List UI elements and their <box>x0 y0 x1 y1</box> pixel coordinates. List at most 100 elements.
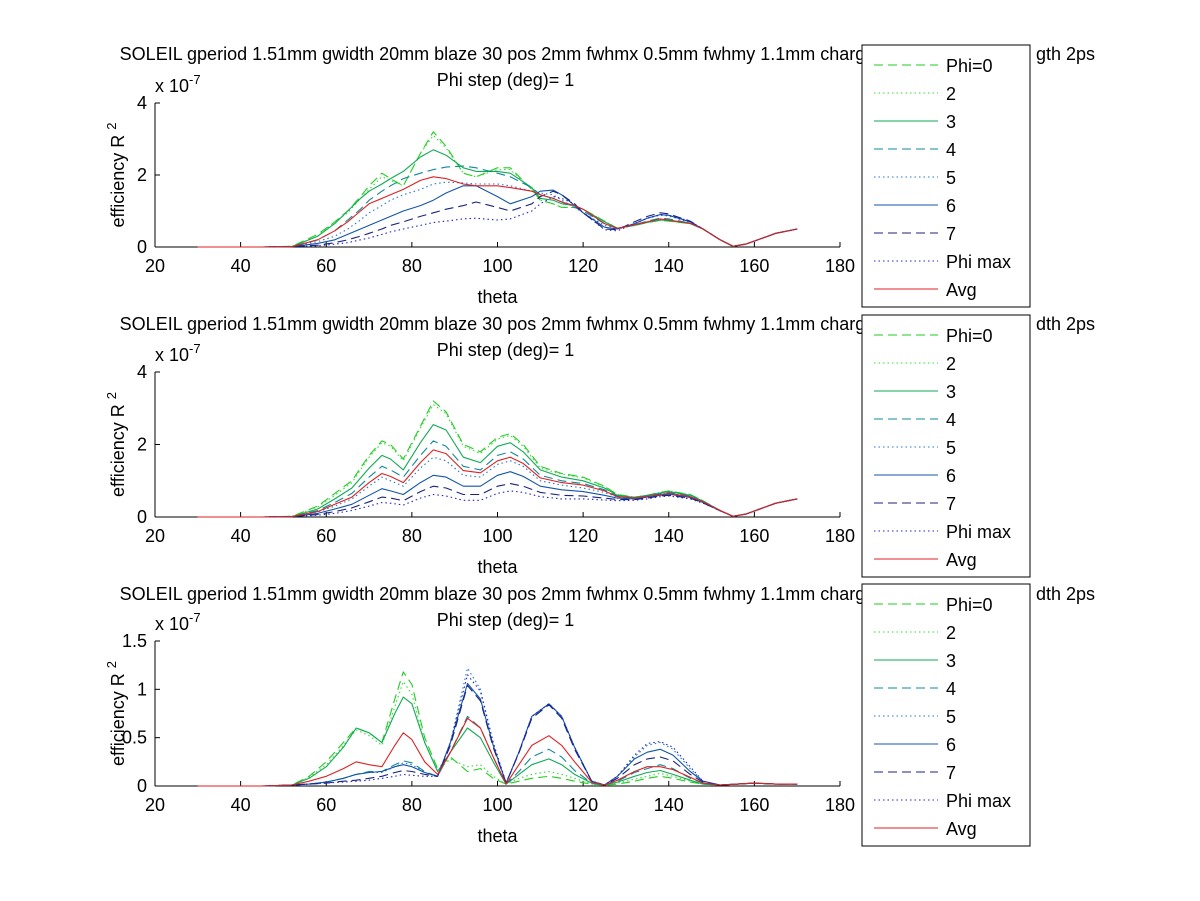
legend-entry-label: Phi=0 <box>946 326 993 346</box>
chart-title: SOLEIL gperiod 1.51mm gwidth 20mm blaze … <box>120 44 876 64</box>
x-axis-label: theta <box>477 557 518 577</box>
chart-subtitle: Phi step (deg)= 1 <box>437 340 575 360</box>
series-line-3 <box>197 696 798 787</box>
legend-entry-label: Avg <box>946 819 977 839</box>
chart-title-tail: gth 2ps <box>1036 44 1095 64</box>
y-axis-label: efficiency R 2 <box>104 661 128 766</box>
y-axis-label: efficiency R 2 <box>104 392 128 497</box>
x-tick-label: 140 <box>654 526 684 546</box>
x-tick-label: 60 <box>316 256 336 276</box>
y-tick-label: 0 <box>137 776 147 796</box>
legend-entry-label: 3 <box>946 651 956 671</box>
x-tick-label: 160 <box>739 256 769 276</box>
legend-entry-label: Phi=0 <box>946 595 993 615</box>
series-line-avg <box>197 717 798 787</box>
legend-box <box>861 314 1031 578</box>
series-line-avg <box>197 176 798 248</box>
legend-entry-label: Phi=0 <box>946 56 993 76</box>
x-tick-label: 180 <box>825 795 855 815</box>
y-tick-label: 2 <box>137 435 147 455</box>
x-tick-label: 140 <box>654 795 684 815</box>
x-tick-label: 160 <box>739 795 769 815</box>
legend-entry-label: 7 <box>946 763 956 783</box>
series-line-avg <box>197 449 798 518</box>
x-tick-label: 60 <box>316 795 336 815</box>
x-tick-label: 180 <box>825 526 855 546</box>
y-axis-label-superscript: 2 <box>104 392 119 399</box>
legend-entry-label: 7 <box>946 494 956 514</box>
x-tick-label: 100 <box>482 795 512 815</box>
x-tick-label: 40 <box>231 526 251 546</box>
x-tick-label: 180 <box>825 256 855 276</box>
legend-entry-label: Avg <box>946 280 977 300</box>
legend-entry-label: 5 <box>946 707 956 727</box>
chart-panel-2: SOLEIL gperiod 1.51mm gwidth 20mm blaze … <box>104 314 1095 578</box>
y-axis-label-superscript: 2 <box>104 661 119 668</box>
legend: Phi=0 2 3 4 5 6 7 Phi max Avg <box>861 583 1031 847</box>
x-tick-label: 20 <box>145 256 165 276</box>
x-tick-label: 120 <box>568 256 598 276</box>
x-axis-label: theta <box>477 287 518 307</box>
y-exponent-power: -7 <box>189 72 201 87</box>
chart-title-tail: dth 2ps <box>1036 584 1095 604</box>
y-exponent-power: -7 <box>189 341 201 356</box>
legend-entry-label: 3 <box>946 382 956 402</box>
legend-entry-label: 5 <box>946 168 956 188</box>
x-tick-label: 60 <box>316 526 336 546</box>
y-tick-label: 1.5 <box>122 631 147 651</box>
x-tick-label: 20 <box>145 526 165 546</box>
legend-box <box>861 44 1031 308</box>
x-tick-label: 80 <box>402 256 422 276</box>
y-tick-label: 4 <box>137 362 147 382</box>
legend-entry-label: 4 <box>946 410 956 430</box>
y-tick-label: 1 <box>137 679 147 699</box>
legend-entry-label: 6 <box>946 466 956 486</box>
legend: Phi=0 2 3 4 5 6 7 Phi max Avg <box>861 314 1031 578</box>
legend-box <box>861 583 1031 847</box>
y-tick-label: 0.5 <box>122 728 147 748</box>
x-tick-label: 80 <box>402 526 422 546</box>
x-tick-label: 120 <box>568 795 598 815</box>
x-tick-label: 120 <box>568 526 598 546</box>
legend-entry-label: 7 <box>946 224 956 244</box>
x-tick-label: 160 <box>739 526 769 546</box>
legend-entry-label: 6 <box>946 735 956 755</box>
x-tick-label: 20 <box>145 795 165 815</box>
y-tick-label: 4 <box>137 93 147 113</box>
legend-entry-label: 6 <box>946 196 956 216</box>
legend-entry-label: 5 <box>946 438 956 458</box>
legend-entry-label: Phi max <box>946 252 1011 272</box>
chart-panel-1: SOLEIL gperiod 1.51mm gwidth 20mm blaze … <box>104 44 1095 308</box>
x-tick-label: 80 <box>402 795 422 815</box>
x-tick-label: 40 <box>231 795 251 815</box>
legend: Phi=0 2 3 4 5 6 7 Phi max Avg <box>861 44 1031 308</box>
legend-entry-label: 2 <box>946 354 956 374</box>
legend-entry-label: 4 <box>946 140 956 160</box>
chart-title-tail: dth 2ps <box>1036 314 1095 334</box>
y-axis-label: efficiency R 2 <box>104 123 128 228</box>
y-tick-label: 0 <box>137 237 147 257</box>
chart-subtitle: Phi step (deg)= 1 <box>437 610 575 630</box>
chart-title: SOLEIL gperiod 1.51mm gwidth 20mm blaze … <box>120 314 876 334</box>
legend-entry-label: Avg <box>946 550 977 570</box>
chart-title: SOLEIL gperiod 1.51mm gwidth 20mm blaze … <box>120 584 876 604</box>
legend-entry-label: Phi max <box>946 791 1011 811</box>
series-line-6 <box>197 682 798 787</box>
x-tick-label: 140 <box>654 256 684 276</box>
chart-subtitle: Phi step (deg)= 1 <box>437 70 575 90</box>
y-axis-label-superscript: 2 <box>104 123 119 130</box>
x-tick-label: 40 <box>231 256 251 276</box>
x-axis-label: theta <box>477 826 518 846</box>
chart-panel-3: SOLEIL gperiod 1.51mm gwidth 20mm blaze … <box>104 583 1095 847</box>
x-tick-label: 100 <box>482 256 512 276</box>
y-tick-label: 2 <box>137 165 147 185</box>
x-tick-label: 100 <box>482 526 512 546</box>
series-line-5 <box>197 667 798 787</box>
legend-entry-label: 2 <box>946 623 956 643</box>
series-line-7 <box>197 684 798 787</box>
legend-entry-label: Phi max <box>946 522 1011 542</box>
series-line-4 <box>197 165 798 248</box>
series-line-phi-0 <box>197 131 798 248</box>
legend-entry-label: 3 <box>946 112 956 132</box>
